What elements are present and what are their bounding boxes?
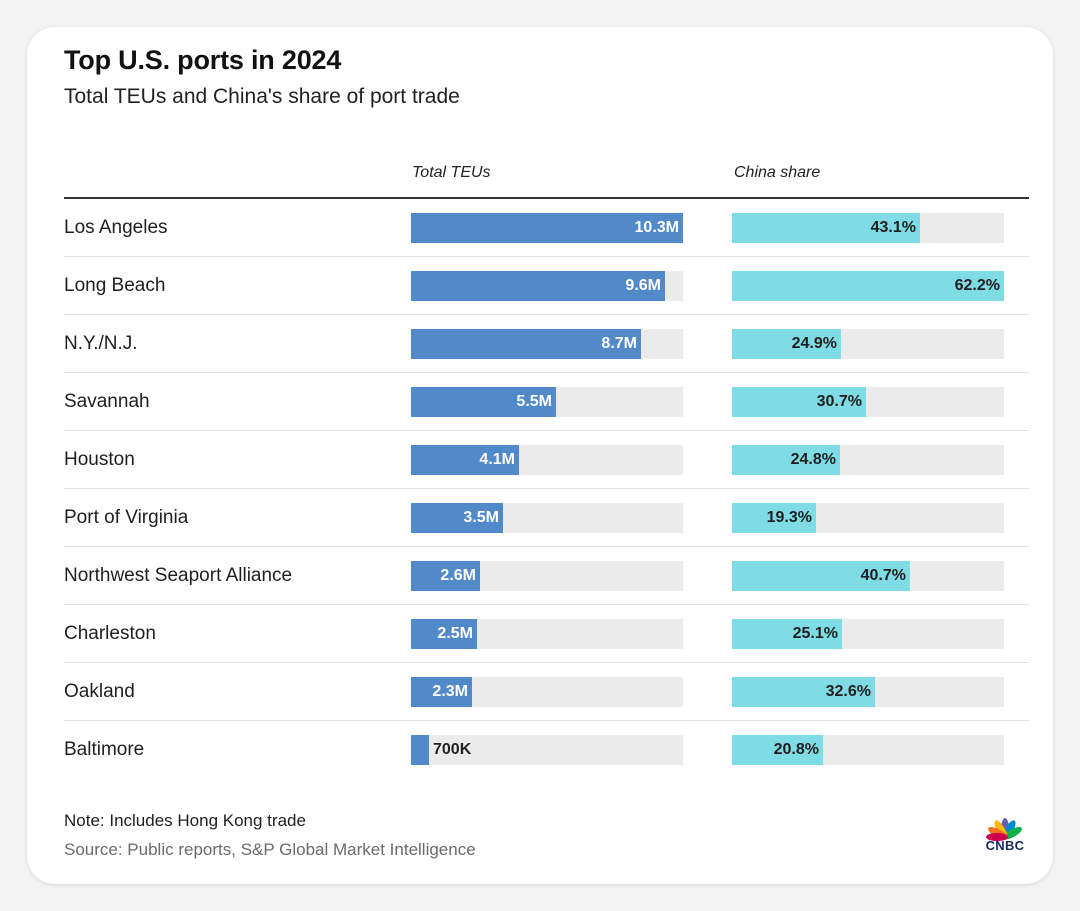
china-share-bar-track: 20.8% — [732, 735, 1004, 765]
teu-value-label: 5.5M — [516, 393, 552, 410]
china-share-value-label: 24.8% — [790, 451, 836, 468]
chart-note: Note: Includes Hong Kong trade — [64, 811, 306, 830]
teu-bar-track: 10.3M — [411, 213, 683, 243]
china-share-bar — [732, 445, 840, 475]
china-share-bar-track: 30.7% — [732, 387, 1004, 417]
port-label-oakland: Oakland — [64, 681, 135, 702]
china-share-bar-track: 25.1% — [732, 619, 1004, 649]
teu-value-label: 10.3M — [634, 219, 679, 236]
row-divider — [64, 256, 1029, 257]
china-share-bar-track: 24.9% — [732, 329, 1004, 359]
row-divider — [64, 372, 1029, 373]
teu-value-label: 4.1M — [479, 451, 515, 468]
table-row: Savannah 5.5M 30.7% — [64, 373, 1029, 431]
table-row: Charleston 2.5M 25.1% — [64, 605, 1029, 663]
row-divider — [64, 430, 1029, 431]
chart-subtitle: Total TEUs and China's share of port tra… — [64, 85, 460, 108]
china-share-value-label: 43.1% — [870, 219, 916, 236]
port-label-savannah: Savannah — [64, 391, 150, 412]
row-divider — [64, 604, 1029, 605]
header-divider — [64, 197, 1029, 199]
teu-bar-track: 2.6M — [411, 561, 683, 591]
china-share-bar — [732, 387, 866, 417]
teu-bar — [411, 503, 503, 533]
china-share-bar — [732, 619, 842, 649]
table-row: N.Y./N.J. 8.7M 24.9% — [64, 315, 1029, 373]
teu-bar — [411, 619, 477, 649]
china-share-value-label: 19.3% — [766, 509, 812, 526]
port-label-n-y-n-j: N.Y./N.J. — [64, 333, 138, 354]
teu-bar — [411, 561, 480, 591]
chart-source: Source: Public reports, S&P Global Marke… — [64, 840, 476, 859]
port-label-long-beach: Long Beach — [64, 275, 166, 296]
table-row: Long Beach 9.6M 62.2% — [64, 257, 1029, 315]
teu-bar-track: 8.7M — [411, 329, 683, 359]
teu-bar-track: 2.3M — [411, 677, 683, 707]
china-share-bar — [732, 735, 823, 765]
china-share-bar — [732, 503, 816, 533]
chart-card: Top U.S. ports in 2024 Total TEUs and Ch… — [27, 27, 1053, 884]
china-share-bar — [732, 329, 841, 359]
table-row: Oakland 2.3M 32.6% — [64, 663, 1029, 721]
port-label-port-of-virginia: Port of Virginia — [64, 507, 189, 528]
china-share-value-label: 20.8% — [773, 741, 819, 758]
table-row: Los Angeles 10.3M 43.1% — [64, 199, 1029, 257]
port-label-los-angeles: Los Angeles — [64, 217, 168, 238]
chart-title: Top U.S. ports in 2024 — [64, 45, 342, 75]
china-share-bar — [732, 271, 1004, 301]
china-share-value-label: 62.2% — [954, 277, 1000, 294]
china-share-bar-track: 19.3% — [732, 503, 1004, 533]
row-divider — [64, 720, 1029, 721]
port-label-baltimore: Baltimore — [64, 739, 145, 760]
china-column-header: China share — [734, 164, 821, 181]
row-divider — [64, 488, 1029, 489]
china-share-bar-track: 43.1% — [732, 213, 1004, 243]
teu-bar — [411, 271, 665, 301]
row-divider — [64, 546, 1029, 547]
teu-value-label: 8.7M — [601, 335, 637, 352]
teu-bar — [411, 445, 519, 475]
teu-bar-track: 700K — [411, 735, 683, 765]
china-share-bar — [732, 213, 920, 243]
teu-bar-track: 3.5M — [411, 503, 683, 533]
teu-bar — [411, 735, 429, 765]
row-divider — [64, 662, 1029, 663]
peacock-logo-icon — [986, 818, 1022, 841]
port-label-charleston: Charleston — [64, 623, 156, 644]
teu-bar-track: 9.6M — [411, 271, 683, 301]
teu-value-label: 9.6M — [625, 277, 661, 294]
china-share-bar — [732, 561, 910, 591]
china-share-value-label: 30.7% — [816, 393, 862, 410]
china-share-bar — [732, 677, 875, 707]
cnbc-logo-text: CNBC — [985, 838, 1025, 853]
teu-bar — [411, 677, 472, 707]
china-share-bar-track: 32.6% — [732, 677, 1004, 707]
china-share-value-label: 24.9% — [791, 335, 837, 352]
teu-value-label: 2.5M — [437, 625, 473, 642]
row-divider — [64, 314, 1029, 315]
teu-value-label: 2.6M — [440, 567, 476, 584]
china-share-bar-track: 24.8% — [732, 445, 1004, 475]
teu-bar-track: 4.1M — [411, 445, 683, 475]
teu-bar — [411, 329, 641, 359]
table-row: Northwest Seaport Alliance 2.6M 40.7% — [64, 547, 1029, 605]
table-row: Port of Virginia 3.5M 19.3% — [64, 489, 1029, 547]
china-share-bar-track: 62.2% — [732, 271, 1004, 301]
port-label-northwest-seaport-alliance: Northwest Seaport Alliance — [64, 565, 293, 586]
teu-value-label: 2.3M — [432, 683, 468, 700]
china-share-value-label: 25.1% — [792, 625, 838, 642]
teu-column-header: Total TEUs — [412, 164, 491, 181]
teu-bar — [411, 387, 556, 417]
table-row: Houston 4.1M 24.8% — [64, 431, 1029, 489]
teu-bar — [411, 213, 683, 243]
teu-value-label: 700K — [433, 741, 472, 758]
china-share-bar-track: 40.7% — [732, 561, 1004, 591]
china-share-value-label: 40.7% — [860, 567, 906, 584]
teu-bar-track: 2.5M — [411, 619, 683, 649]
teu-value-label: 3.5M — [463, 509, 499, 526]
teu-bar-track: 5.5M — [411, 387, 683, 417]
china-share-value-label: 32.6% — [825, 683, 871, 700]
port-label-houston: Houston — [64, 449, 135, 470]
table-row: Baltimore 700K 20.8% — [64, 721, 1029, 779]
